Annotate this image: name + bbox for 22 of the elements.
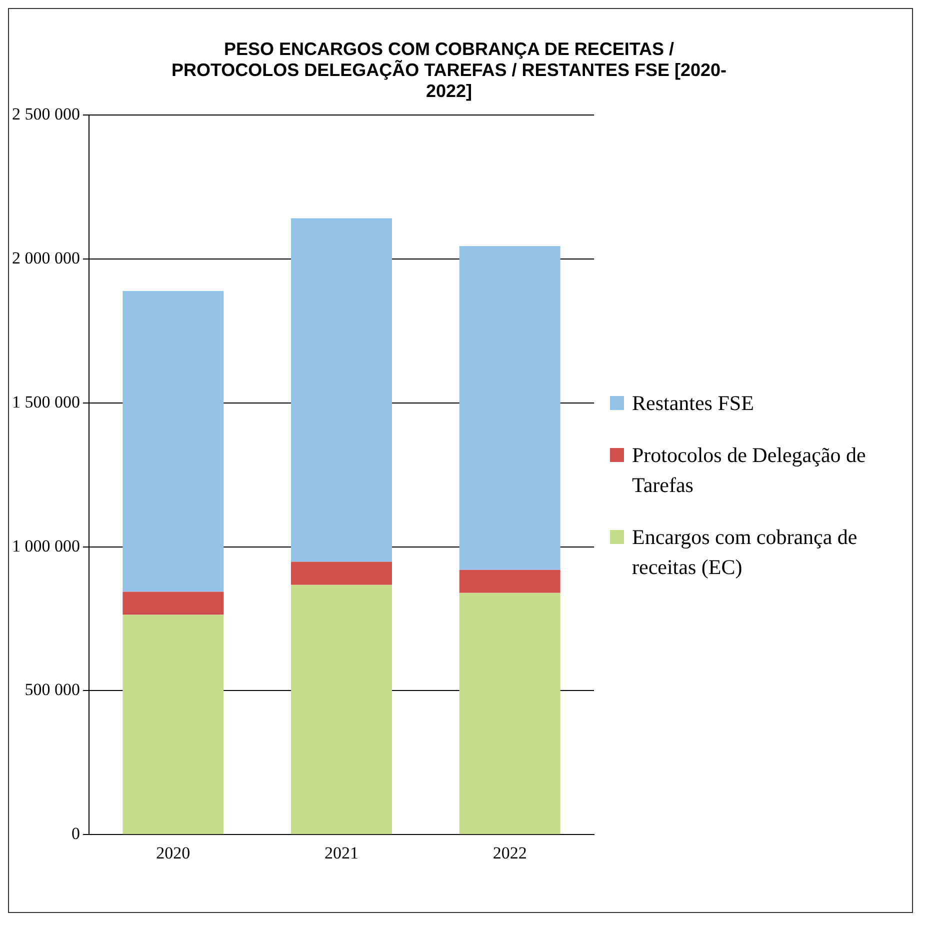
x-tick-label: 2020 bbox=[156, 843, 190, 862]
bar bbox=[459, 592, 560, 834]
bar bbox=[291, 562, 392, 585]
bar bbox=[122, 291, 224, 592]
y-tick-label: 1 500 000 bbox=[12, 392, 80, 412]
bar bbox=[291, 584, 392, 834]
bar bbox=[459, 570, 560, 593]
y-tick-label: 1 000 000 bbox=[12, 536, 80, 556]
bar bbox=[122, 614, 224, 834]
bar bbox=[122, 592, 224, 615]
x-tick-label: 2022 bbox=[492, 843, 527, 862]
y-tick-label: 2 500 000 bbox=[12, 104, 80, 124]
y-tick-label: 2 000 000 bbox=[12, 248, 80, 268]
bar bbox=[459, 246, 560, 570]
chart-title: PESO ENCARGOS COM COBRANÇA DE RECEITAS / PROTOCOLOS DELEGAÇÃO TAREFAS / RESTANTES FSE [2020-2022] bbox=[170, 39, 728, 102]
y-tick-label: 500 000 bbox=[24, 680, 80, 700]
legend-label: Protocolos de Delegação de Tarefas bbox=[632, 442, 867, 498]
legend-label: Restantes FSE bbox=[632, 390, 755, 416]
x-tick-label: 2021 bbox=[324, 843, 358, 862]
bar bbox=[291, 218, 392, 562]
y-tick-label: 0 bbox=[72, 824, 80, 844]
legend-label: Encargos com cobrança de receitas (EC) bbox=[632, 524, 858, 580]
